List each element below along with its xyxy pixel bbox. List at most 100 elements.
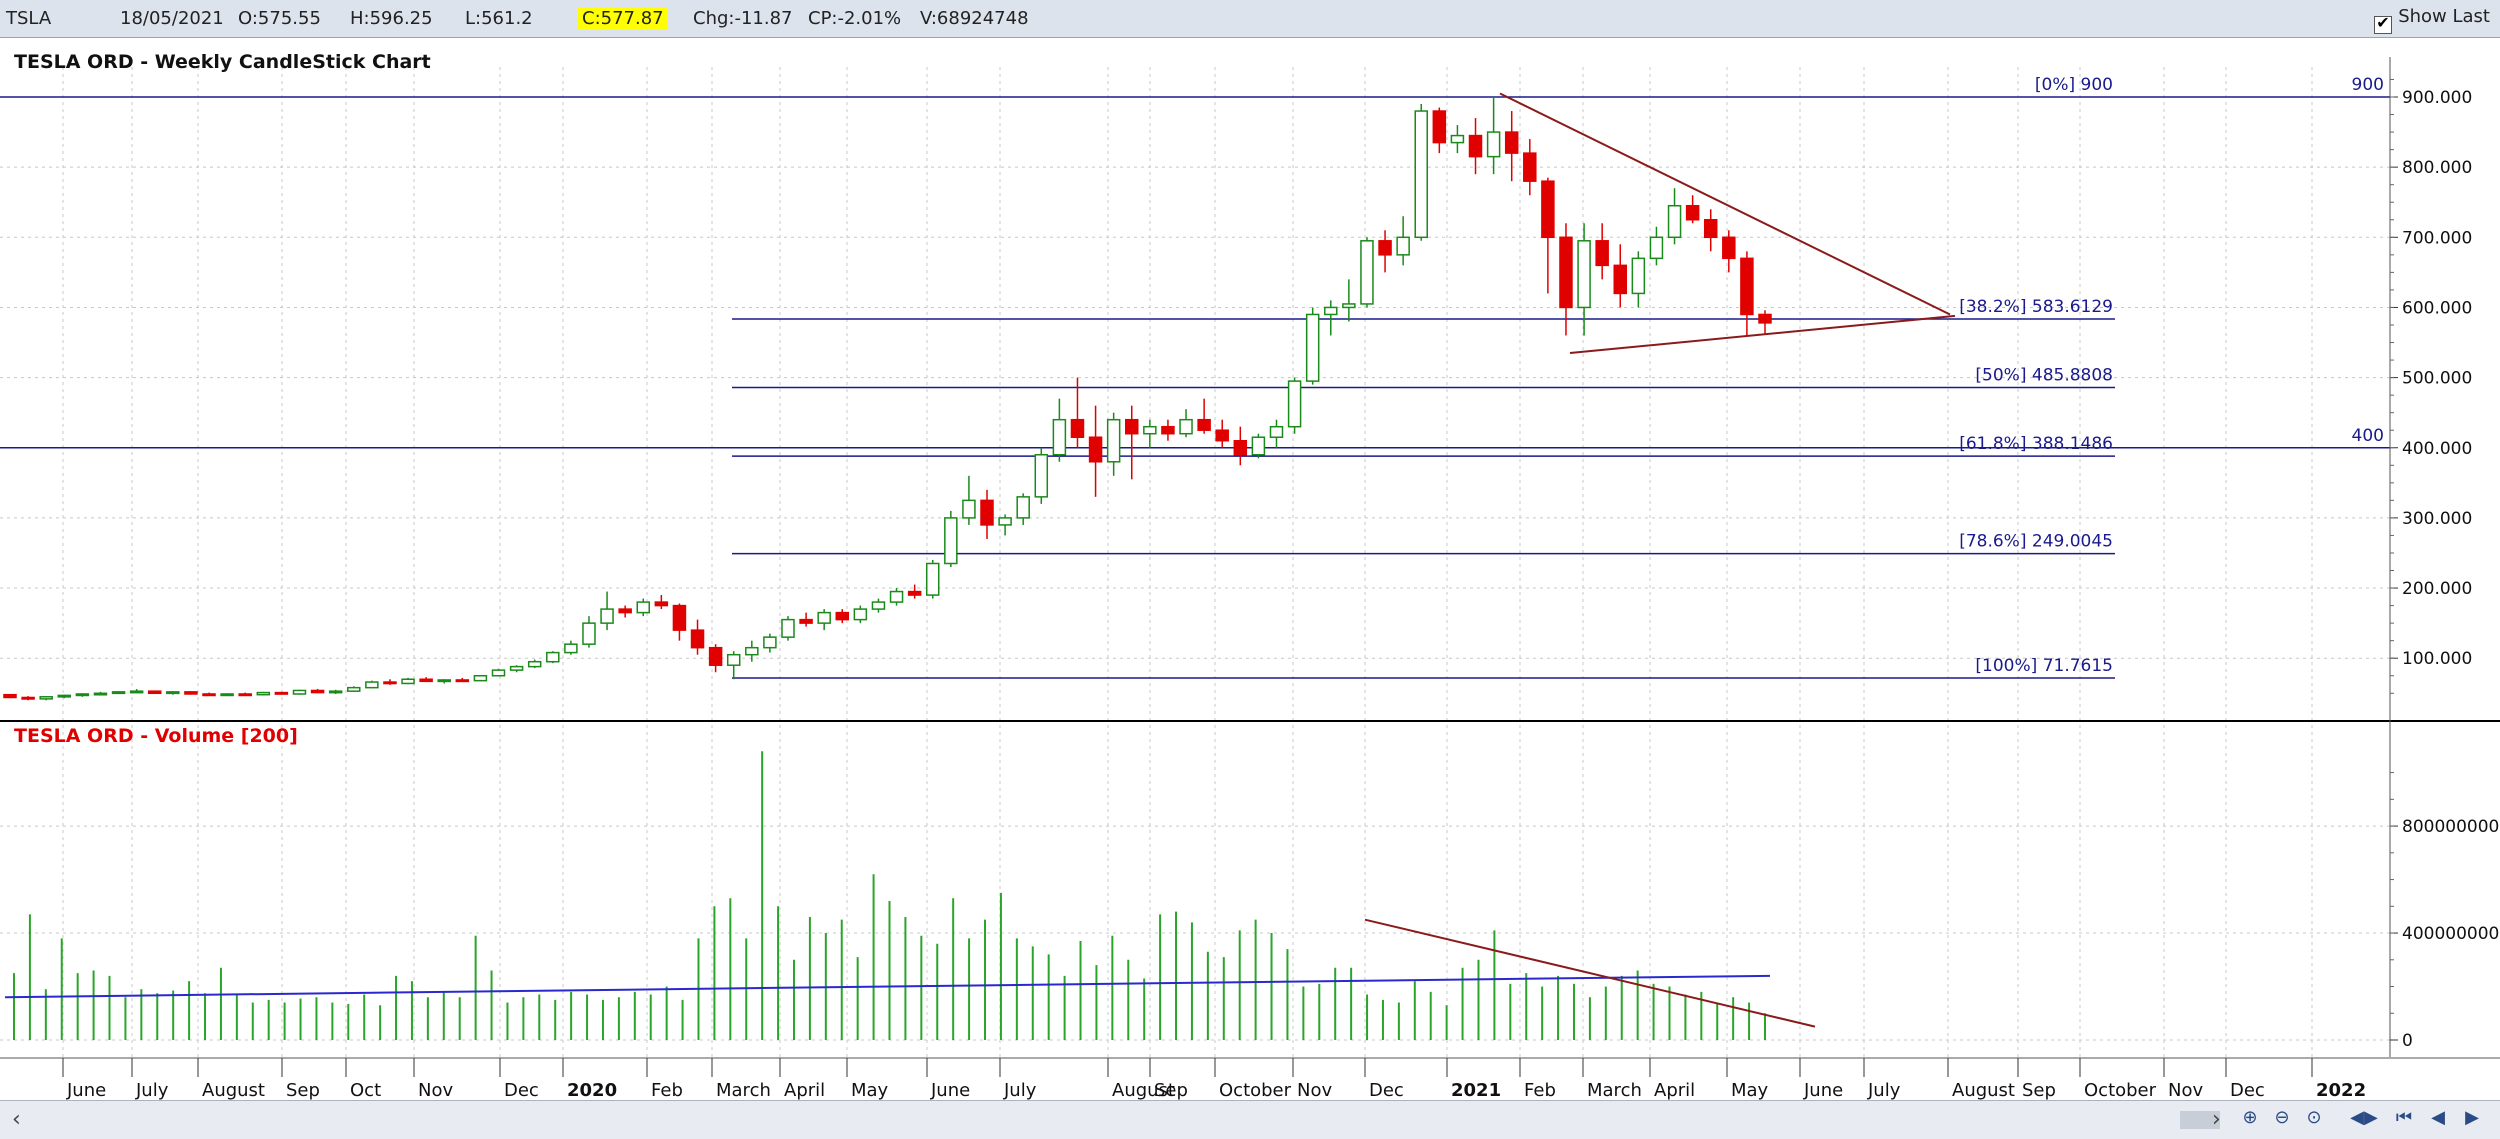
candle-body: [1324, 306, 1338, 316]
candle-body: [1396, 236, 1410, 256]
price-tick-label: 700.000: [2402, 228, 2472, 248]
open-label: O:575.55: [238, 8, 321, 29]
price-tick-label: 400.000: [2402, 439, 2472, 459]
ascending-trend-line: [1569, 314, 1956, 355]
descending-trend-line: [1499, 92, 1951, 316]
fib-level-label: [78.6%] 249.0045: [1959, 532, 2113, 552]
candle-body: [564, 643, 578, 654]
candle-body: [1468, 134, 1483, 158]
low-label: L:561.2: [465, 8, 533, 29]
show-last-checkbox[interactable]: [2374, 13, 2393, 34]
candle-body: [1595, 240, 1609, 267]
fib-level-label: [61.8%] 388.1486: [1959, 434, 2113, 454]
candle-body: [636, 601, 650, 614]
candle-body: [473, 674, 488, 682]
scroll-right-icon[interactable]: ›: [2212, 1107, 2221, 1132]
candle-body: [1486, 131, 1501, 158]
scroll-thumb[interactable]: [2180, 1111, 2220, 1129]
candle-body: [274, 691, 289, 695]
symbol-label: TSLA: [6, 8, 52, 29]
candle-body: [835, 611, 850, 621]
candle-body: [1523, 152, 1537, 182]
candle-body: [21, 696, 35, 700]
price-chart-title: TESLA ORD - Weekly CandleStick Chart: [14, 51, 431, 73]
date-label: 18/05/2021: [120, 8, 224, 29]
time-tick-label: Sep: [286, 1080, 320, 1100]
candle-body: [853, 608, 868, 621]
candle-body: [365, 681, 379, 689]
candle-body: [310, 689, 325, 694]
candle-body: [1233, 439, 1248, 456]
fib-level-label: [38.2%] 583.6129: [1959, 297, 2113, 317]
volume-tick-label: 0: [2402, 1031, 2413, 1051]
candle-body: [1287, 380, 1302, 428]
candle-body: [328, 690, 343, 694]
time-tick-label: Nov: [2168, 1080, 2203, 1100]
time-tick-label: Nov: [1297, 1080, 1332, 1100]
candle-body: [111, 691, 126, 695]
zoom-reset-icon[interactable]: ⊙: [2306, 1107, 2322, 1128]
time-tick-label: October: [2084, 1080, 2157, 1100]
time-tick-label: Dec: [2230, 1080, 2265, 1100]
time-tick-label: March: [1587, 1080, 1642, 1100]
price-tick-label: 600.000: [2402, 298, 2472, 318]
candle-body: [907, 590, 922, 596]
scroll-bar[interactable]: ‹ › ⊕ ⊖ ⊙ ◀▶ ⏮ ◀ ▶: [0, 1100, 2500, 1139]
candle-body: [1649, 236, 1664, 260]
candlestick-series: [3, 97, 1772, 701]
candle-body: [1722, 236, 1736, 260]
candle-body: [509, 665, 524, 671]
time-tick-label: 2021: [1451, 1080, 1501, 1100]
fit-chart-icon[interactable]: ◀▶: [2350, 1107, 2378, 1128]
fib-level-label: [50%] 485.8808: [1975, 366, 2113, 386]
candle-body: [708, 646, 723, 666]
time-tick-label: May: [1731, 1080, 1769, 1100]
candle-body: [817, 611, 831, 624]
time-tick-label: April: [784, 1080, 825, 1100]
candle-body: [57, 694, 72, 698]
time-tick-label: Feb: [1524, 1080, 1556, 1100]
candle-body: [925, 562, 940, 596]
candle-body: [1125, 418, 1139, 435]
candle-body: [980, 499, 994, 526]
candle-body: [672, 604, 687, 631]
candle-body: [1215, 429, 1229, 442]
go-start-icon[interactable]: ⏮: [2395, 1107, 2413, 1128]
volume-trend-line: [1364, 918, 1816, 1028]
fibonacci-levels: 900 400 [0%] 900 [38.2%] 583.6129 [50%] 485.…: [0, 75, 2390, 679]
price-tick-label: 800.000: [2402, 158, 2472, 178]
step-forward-icon[interactable]: ▶: [2465, 1107, 2479, 1128]
candle-body: [1016, 496, 1030, 519]
axes: 900.000 800.000 700.000 600.000 500.000 400.0…: [0, 57, 2500, 1100]
scroll-left-icon[interactable]: ‹: [12, 1107, 21, 1132]
candle-body: [1342, 303, 1356, 309]
show-last-toggle[interactable]: Show Last: [2374, 6, 2490, 34]
candle-body: [1414, 110, 1428, 239]
candle-body: [546, 651, 560, 663]
volume-tick-label: 400000000: [2402, 924, 2499, 944]
fib-level-label: [0%] 900: [2035, 75, 2113, 95]
price-tick-label: 200.000: [2402, 579, 2472, 599]
volume-series: [4, 751, 1816, 1040]
time-tick-label: Sep: [2022, 1080, 2056, 1100]
candle-body: [238, 693, 252, 697]
candle-body: [1106, 418, 1121, 463]
time-tick-label: October: [1219, 1080, 1292, 1100]
candle-body: [1034, 454, 1049, 498]
candle-body: [1305, 313, 1320, 382]
candle-body: [1685, 204, 1700, 221]
zoom-out-icon[interactable]: ⊖: [2274, 1107, 2290, 1128]
show-last-label: Show Last: [2398, 6, 2490, 27]
time-tick-label: March: [716, 1080, 771, 1100]
candle-body: [39, 696, 53, 700]
candle-body: [1251, 436, 1266, 456]
candle-body: [93, 692, 108, 696]
candle-body: [618, 608, 632, 614]
candle-body: [1360, 240, 1374, 305]
candle-body: [437, 679, 451, 683]
step-back-icon[interactable]: ◀: [2431, 1107, 2445, 1128]
zoom-in-icon[interactable]: ⊕: [2242, 1107, 2258, 1128]
candle-body: [1613, 264, 1628, 295]
candle-body: [129, 690, 144, 694]
candle-body: [184, 691, 198, 695]
